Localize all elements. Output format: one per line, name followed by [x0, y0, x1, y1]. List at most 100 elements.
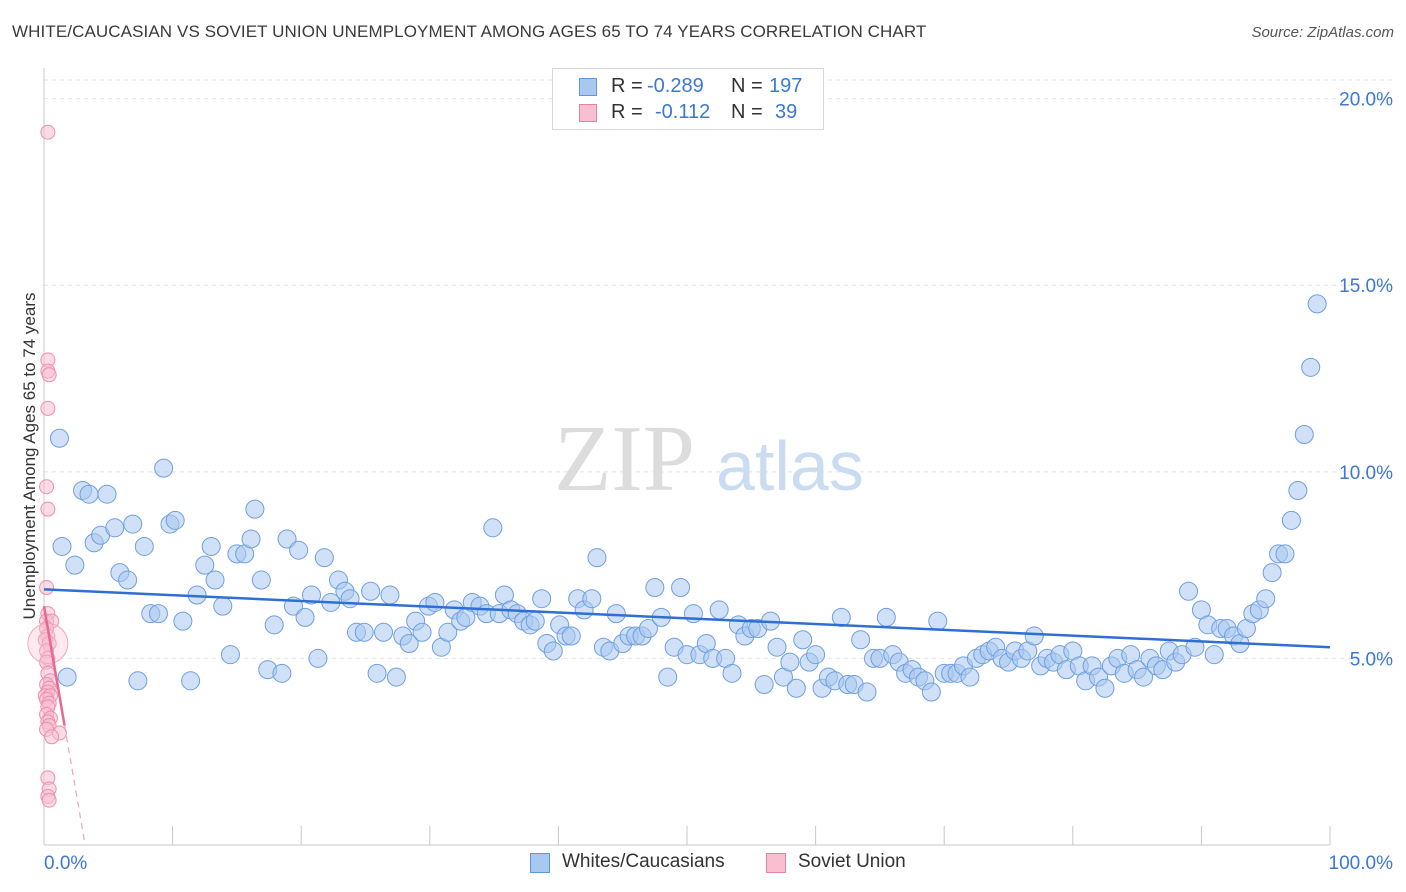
data-point-whites — [79, 484, 99, 504]
data-point-whites — [1024, 626, 1044, 646]
data-point-whites — [128, 671, 148, 691]
bottom-legend-label-whites: Whites/Caucasians — [562, 851, 725, 872]
data-point-whites — [806, 645, 826, 665]
data-point-soviet — [41, 367, 57, 383]
data-point-whites — [399, 633, 419, 653]
data-point-whites — [960, 667, 980, 687]
soviet-points — [27, 124, 69, 808]
chart-title: WHITE/CAUCASIAN VS SOVIET UNION UNEMPLOY… — [12, 22, 927, 41]
data-point-whites — [195, 555, 215, 575]
legend-r-label: R = — [611, 75, 643, 97]
data-point-whites — [272, 663, 292, 683]
data-point-whites — [277, 529, 297, 549]
data-point-whites — [97, 484, 117, 504]
watermark-atlas: atlas — [716, 427, 864, 505]
data-point-soviet — [39, 580, 55, 596]
data-point-whites — [1256, 589, 1276, 609]
legend-n-value: 197 — [769, 75, 803, 97]
data-point-whites — [52, 536, 72, 556]
data-point-whites — [264, 615, 284, 635]
data-point-whites — [438, 622, 458, 642]
data-point-whites — [1134, 667, 1154, 687]
data-point-whites — [118, 570, 138, 590]
data-point-whites — [201, 536, 221, 556]
y-tick-label: 20.0% — [1339, 90, 1393, 111]
data-point-whites — [386, 667, 406, 687]
x-tick-label-min: 0.0% — [44, 853, 87, 874]
data-point-whites — [173, 611, 193, 631]
data-point-whites — [354, 622, 374, 642]
data-point-soviet — [40, 501, 56, 517]
data-point-whites — [57, 667, 77, 687]
data-point-whites — [213, 596, 233, 616]
data-point-whites — [645, 578, 665, 598]
y-axis-label: Unemployment Among Ages 65 to 74 years — [20, 292, 39, 620]
data-point-whites — [1095, 678, 1115, 698]
data-point-whites — [425, 592, 445, 612]
legend-r-value: -0.112 — [655, 101, 711, 123]
data-point-whites — [205, 570, 225, 590]
data-point-whites — [1288, 480, 1308, 500]
legend-n-label: N = — [731, 101, 763, 123]
y-tick-label: 15.0% — [1339, 276, 1393, 297]
data-point-soviet — [44, 729, 60, 745]
data-point-whites — [876, 607, 896, 627]
watermark-zip: ZIP — [554, 407, 695, 511]
data-point-whites — [295, 607, 315, 627]
watermark: ZIP atlas — [554, 407, 864, 511]
data-point-whites — [49, 428, 69, 448]
data-point-whites — [786, 678, 806, 698]
data-point-whites — [289, 540, 309, 560]
data-point-whites — [525, 611, 545, 631]
legend-n-value: 39 — [775, 101, 798, 123]
tick-labels: 5.0% 10.0% 15.0% 20.0% 0.0% 100.0% — [44, 90, 1393, 874]
data-point-whites — [251, 570, 271, 590]
data-point-whites — [181, 671, 201, 691]
trend-line-whites — [43, 588, 1331, 649]
trend-line-soviet-extension — [63, 725, 86, 846]
data-point-whites — [709, 600, 729, 620]
bottom-legend-label-soviet: Soviet Union — [798, 851, 906, 872]
data-point-whites — [851, 630, 871, 650]
data-point-whites — [587, 548, 607, 568]
data-point-whites — [134, 536, 154, 556]
data-point-soviet — [40, 124, 56, 140]
data-point-whites — [658, 667, 678, 687]
data-point-whites — [340, 589, 360, 609]
data-point-whites — [1185, 637, 1205, 657]
chart-source: Source: ZipAtlas.com — [1251, 24, 1394, 41]
data-point-whites — [582, 589, 602, 609]
gridlines — [44, 79, 1392, 659]
data-point-whites — [638, 619, 658, 639]
whites-points — [49, 294, 1327, 702]
data-point-whites — [148, 604, 168, 624]
legend-swatch-soviet — [579, 104, 597, 122]
data-point-soviet — [39, 479, 55, 495]
data-point-whites — [767, 637, 787, 657]
y-tick-label: 10.0% — [1339, 463, 1393, 484]
data-point-whites — [165, 510, 185, 530]
data-point-whites — [793, 630, 813, 650]
trend-line-soviet — [42, 605, 66, 726]
data-point-whites — [754, 675, 774, 695]
data-point-whites — [65, 555, 85, 575]
data-point-whites — [1307, 294, 1327, 314]
data-point-whites — [105, 518, 125, 538]
data-point-whites — [671, 578, 691, 598]
data-point-whites — [380, 585, 400, 605]
data-point-whites — [921, 682, 941, 702]
legend-n-label: N = — [731, 75, 763, 97]
data-point-whites — [780, 652, 800, 672]
data-point-soviet — [40, 400, 56, 416]
data-point-whites — [241, 529, 261, 549]
data-point-whites — [367, 663, 387, 683]
legend-r-label: R = — [611, 101, 643, 123]
legend-r-value: -0.289 — [647, 75, 704, 97]
data-point-whites — [374, 622, 394, 642]
data-point-whites — [220, 645, 240, 665]
data-point-whites — [928, 611, 948, 631]
data-point-whites — [483, 518, 503, 538]
data-point-whites — [1294, 425, 1314, 445]
data-point-whites — [1204, 645, 1224, 665]
